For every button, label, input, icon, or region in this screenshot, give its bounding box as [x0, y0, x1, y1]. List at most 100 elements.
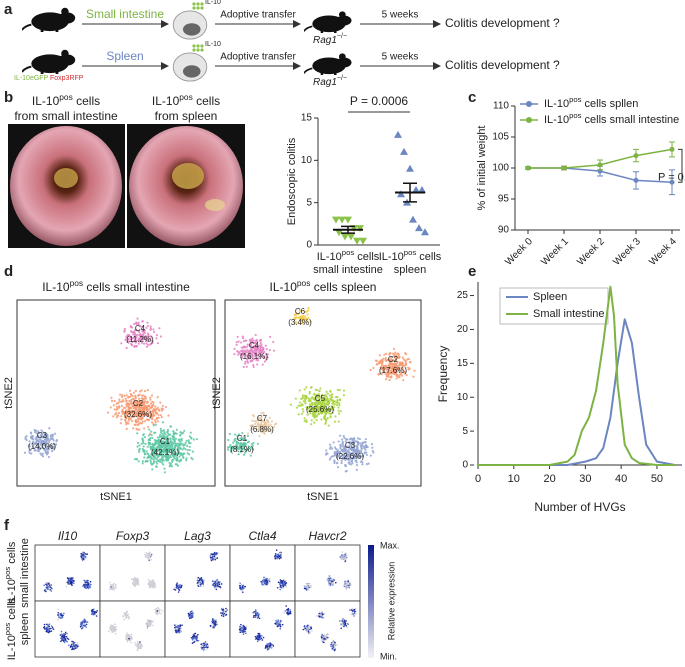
cell-point — [85, 584, 88, 586]
cell-point — [125, 616, 127, 619]
cell-point — [115, 405, 119, 409]
cell-point — [136, 428, 139, 431]
cell-point — [254, 610, 257, 612]
cell-point — [43, 438, 47, 441]
mouse-icon — [304, 52, 353, 75]
cell-point — [386, 367, 390, 370]
cell-point — [141, 328, 145, 331]
cell-point — [160, 612, 163, 615]
cell-point — [276, 620, 279, 623]
cell-point — [277, 625, 280, 627]
y-tick-label: 5 — [462, 426, 468, 437]
cell-point — [150, 456, 153, 459]
cell-point — [141, 420, 144, 423]
cell-point — [128, 639, 131, 642]
cell-point — [142, 325, 145, 328]
cell-point — [242, 337, 245, 340]
cell-point — [137, 329, 140, 333]
cell-point — [186, 449, 189, 452]
cell-point — [134, 418, 138, 422]
x-tick-label: spleen — [394, 264, 426, 276]
cell-point — [388, 378, 391, 382]
cell-point — [67, 578, 70, 580]
cell-point — [145, 623, 147, 625]
cell-point — [139, 402, 142, 405]
cell-point — [152, 424, 155, 427]
cell-point — [153, 419, 157, 422]
cell-point — [395, 365, 399, 368]
cell-point — [322, 410, 325, 413]
cell-point — [205, 648, 208, 651]
cell-point — [242, 365, 245, 369]
x-tick-label: Week 1 — [539, 236, 571, 268]
cell-point — [294, 312, 298, 315]
cell-point — [43, 584, 46, 587]
cell-point — [249, 359, 253, 362]
cell-point — [181, 453, 184, 456]
x-tick-label: IL-10pos cells — [379, 248, 442, 263]
cell-point — [124, 397, 127, 400]
cell-point — [284, 584, 287, 587]
cell-point — [130, 403, 133, 406]
cell-point — [265, 579, 268, 582]
cell-point — [310, 406, 313, 409]
cell-point — [145, 335, 148, 338]
cell-point — [347, 580, 350, 583]
cell-point — [136, 644, 139, 646]
cell-point — [59, 640, 62, 643]
y-tick-label: 90 — [498, 225, 510, 236]
cell-point — [138, 408, 141, 411]
cell-point — [179, 630, 182, 633]
cell-point — [176, 584, 178, 586]
cell-point — [142, 445, 145, 448]
cell-point — [251, 419, 254, 422]
cell-point — [372, 366, 375, 370]
cell-point — [337, 420, 340, 423]
cell-point — [317, 398, 320, 401]
cytokine-label: IL-10 — [205, 41, 221, 48]
cell-point — [150, 434, 153, 437]
cell-point — [389, 372, 392, 375]
cell-point — [210, 553, 213, 555]
cell-point — [306, 320, 309, 323]
cell-point — [197, 576, 200, 579]
cell-point — [162, 459, 165, 462]
cell-point — [48, 427, 51, 430]
cell-point — [251, 427, 254, 430]
cell-point — [150, 394, 154, 397]
cell-point — [348, 582, 350, 584]
cell-point — [349, 583, 352, 585]
cell-point — [262, 581, 264, 583]
cell-point — [335, 450, 338, 453]
cell-point — [86, 553, 89, 555]
y-axis-label: Frequency — [436, 346, 450, 403]
cell-point — [145, 551, 148, 554]
cell-point — [384, 378, 388, 381]
cluster — [226, 431, 260, 457]
cell-point — [245, 625, 248, 628]
cell-point — [332, 408, 335, 411]
cell-point — [333, 450, 336, 454]
cell-point — [108, 630, 110, 632]
cell-point — [158, 458, 162, 461]
cell-point — [275, 549, 278, 552]
cell-point — [116, 414, 119, 417]
cell-point — [195, 637, 197, 639]
cell-point — [150, 558, 152, 561]
cluster — [233, 333, 276, 369]
cell-point — [221, 609, 224, 611]
data-point — [344, 216, 352, 224]
cell-point — [147, 333, 150, 336]
cell-point — [47, 624, 49, 627]
cell-point — [136, 441, 140, 445]
cell-point — [305, 386, 308, 389]
cell-point — [212, 584, 214, 586]
cell-point — [262, 431, 265, 434]
cell-point — [71, 648, 73, 651]
axis — [317, 118, 440, 246]
series-line — [478, 285, 675, 466]
cell-point — [180, 439, 183, 442]
cell-point — [342, 450, 345, 453]
cell-point — [109, 406, 112, 409]
cell-point — [246, 343, 249, 346]
